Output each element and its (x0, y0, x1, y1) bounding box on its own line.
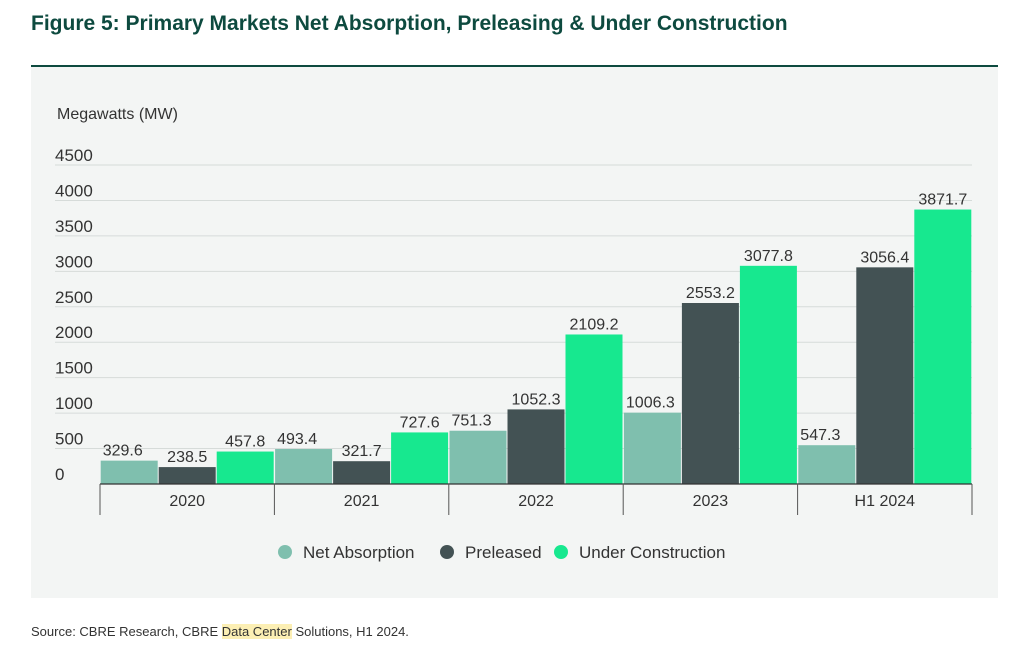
bar (739, 265, 797, 484)
y-tick-label: 500 (55, 430, 83, 449)
y-tick-label: 1000 (55, 394, 93, 413)
chart-title: Figure 5: Primary Markets Net Absorption… (31, 12, 788, 35)
legend-label: Net Absorption (303, 543, 415, 562)
chart-panel (31, 67, 998, 598)
bar (216, 451, 274, 484)
data-label: 1006.3 (626, 395, 675, 412)
x-tick-label: 2021 (344, 493, 380, 510)
data-label: 3056.4 (860, 249, 909, 266)
y-tick-label: 1500 (55, 359, 93, 378)
title-divider (31, 65, 998, 67)
data-label: 329.6 (103, 443, 143, 460)
data-label: 547.3 (800, 427, 840, 444)
legend-label: Under Construction (579, 543, 725, 562)
y-tick-label: 4500 (55, 146, 93, 165)
data-label: 751.3 (452, 413, 492, 430)
bar (275, 449, 333, 484)
source-suffix: Solutions, H1 2024. (291, 624, 409, 639)
bar (507, 409, 565, 484)
x-tick-label: 2023 (693, 493, 729, 510)
data-label: 493.4 (277, 431, 317, 448)
data-label: 727.6 (400, 414, 440, 431)
bar (914, 209, 972, 484)
x-tick-label: 2020 (169, 493, 205, 510)
legend-swatch (278, 545, 292, 559)
y-tick-label: 3000 (55, 252, 93, 271)
data-label: 321.7 (342, 443, 382, 460)
bar (565, 334, 623, 484)
data-labels: 329.6 238.5 457.8 493.4 321.7 727.6 751.3 1052.… (103, 192, 968, 467)
bar (623, 412, 681, 484)
source-note: Source: CBRE Research, CBRE Data Center … (31, 624, 409, 639)
bar (333, 461, 391, 484)
bar (798, 445, 856, 484)
legend-swatch (554, 545, 568, 559)
y-tick-label: 0 (55, 465, 64, 484)
y-tick-label: 3500 (55, 217, 93, 236)
legend-label: Preleased (465, 543, 542, 562)
data-label: 2109.2 (570, 316, 619, 333)
legend: Net Absorption Preleased Under Constructio… (278, 543, 725, 562)
source-highlight: Data Center (221, 624, 292, 639)
data-label: 3077.8 (744, 248, 793, 265)
data-label: 1052.3 (512, 391, 561, 408)
y-tick-label: 4000 (55, 181, 93, 200)
bar (158, 467, 216, 484)
legend-swatch (440, 545, 454, 559)
x-tick-label: 2022 (518, 493, 554, 510)
data-label: 2553.2 (686, 285, 735, 302)
y-tick-label: 2000 (55, 323, 93, 342)
bar (391, 432, 449, 484)
x-axis: 2020 2021 2022 2023 H1 2024 (99, 483, 973, 515)
data-label: 3871.7 (918, 192, 967, 209)
source-prefix: Source: CBRE Research, CBRE (31, 624, 222, 639)
data-label: 457.8 (225, 434, 265, 451)
data-label: 238.5 (167, 449, 207, 466)
y-axis-ticks: 0 500 1000 1500 2000 2500 3000 3500 4000 4500 (55, 146, 93, 484)
bar (681, 303, 739, 484)
y-axis-label: Megawatts (MW) (57, 106, 178, 123)
x-tick-label: H1 2024 (855, 493, 916, 510)
bar (100, 460, 158, 484)
bars (100, 209, 972, 484)
y-tick-label: 2500 (55, 288, 93, 307)
bar (449, 430, 507, 484)
bar (856, 267, 914, 484)
